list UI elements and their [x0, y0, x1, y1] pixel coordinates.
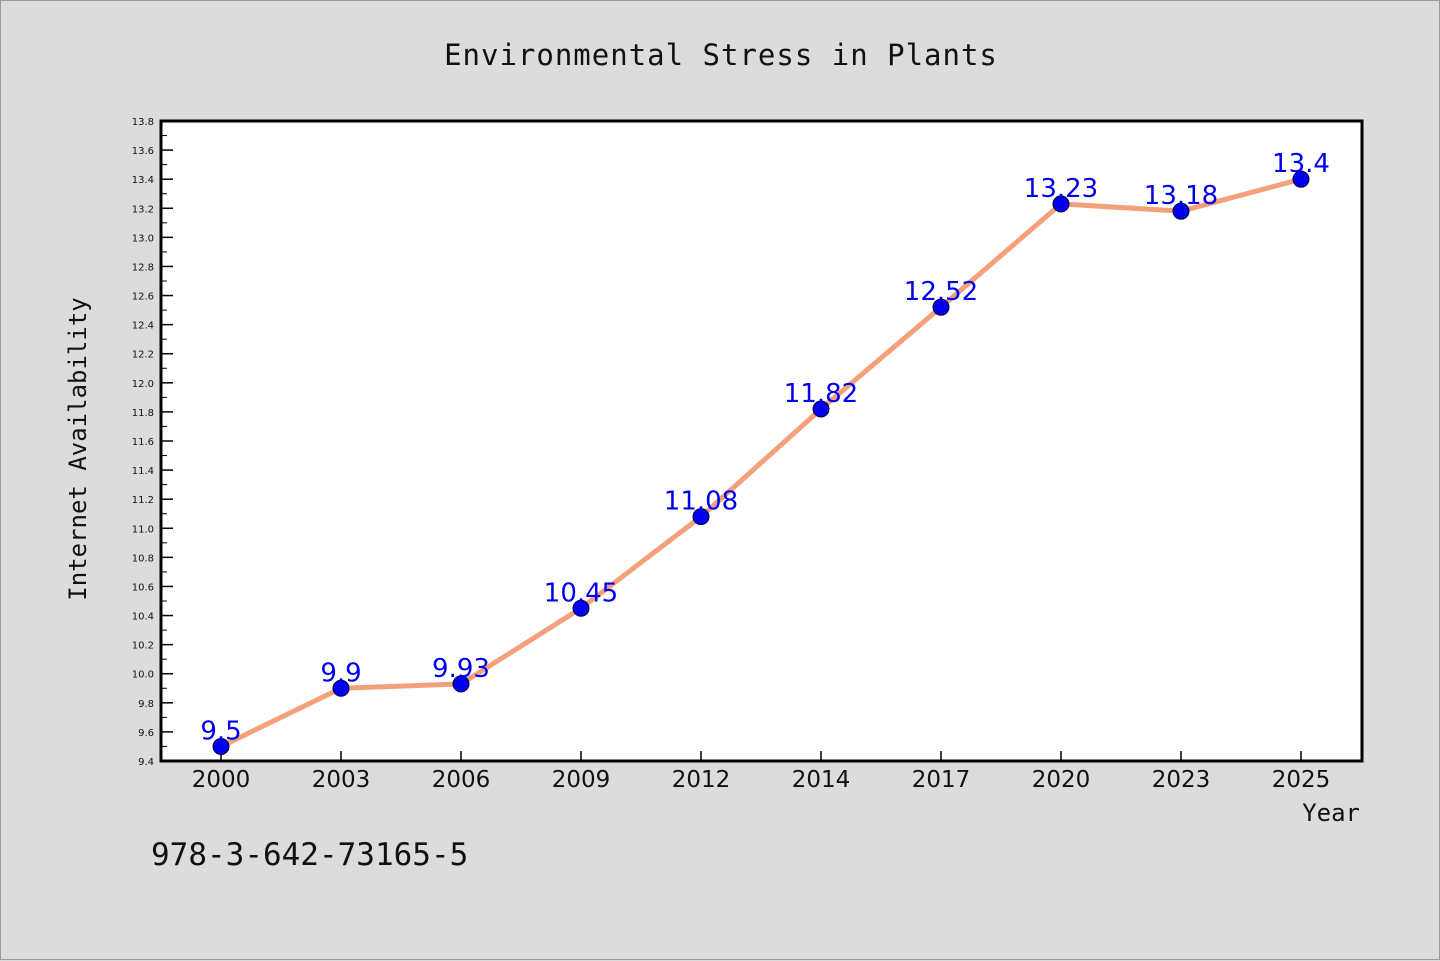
- data-point: [212, 737, 230, 755]
- y-tick-label: 11.8: [132, 408, 154, 419]
- data-label: 11.82: [784, 379, 858, 409]
- x-axis: 2000 2003 2006 2009 2012 2014 2017 2020 2023 2025: [192, 751, 1331, 793]
- y-tick-label: 10.8: [132, 553, 154, 564]
- x-tick-label: 2020: [1032, 767, 1091, 793]
- y-tick-label: 9.8: [138, 699, 154, 710]
- x-tick-label: 2012: [672, 767, 731, 793]
- x-tick-label: 2017: [912, 767, 971, 793]
- data-point: [692, 508, 710, 526]
- y-tick-label: 13.8: [132, 117, 154, 128]
- x-tick-label: 2014: [792, 767, 851, 793]
- data-label: 11.08: [664, 487, 738, 517]
- data-label: 13.4: [1272, 149, 1330, 179]
- data-point: [1052, 195, 1070, 213]
- y-tick-label: 9.4: [138, 757, 154, 768]
- y-tick-label: 11.2: [132, 495, 154, 506]
- data-label: 10.45: [544, 578, 618, 608]
- y-axis: 9.4 9.6 9.8 10.0 10.2 10.4 10.6 10.8 11.0 11.2 11.…: [132, 117, 173, 768]
- x-axis-label: Year: [1302, 799, 1360, 827]
- y-tick-label: 10.0: [132, 670, 154, 681]
- y-tick-label: 11.6: [132, 437, 154, 448]
- x-tick-label: 2025: [1272, 767, 1331, 793]
- series-0: 9.5 9.9 9.93 10.45 11.08 11.82 12.52 13.23 13.18…: [200, 149, 1330, 755]
- x-tick-label: 2006: [432, 767, 491, 793]
- data-label: 12.52: [904, 277, 978, 307]
- series-line: [218, 176, 1304, 749]
- data-point: [572, 599, 590, 617]
- data-point: [932, 298, 950, 316]
- x-tick-label: 2009: [552, 767, 611, 793]
- y-tick-label: 10.6: [132, 582, 154, 593]
- y-tick-label: 13.2: [132, 204, 154, 215]
- data-point: [1292, 170, 1310, 188]
- y-tick-label: 11.4: [132, 466, 154, 477]
- y-tick-label: 13.6: [132, 146, 154, 157]
- footer-code: 978-3-642-73165-5: [151, 837, 468, 873]
- y-tick-label: 12.0: [132, 379, 154, 390]
- y-tick-label: 11.0: [132, 524, 154, 535]
- plot-area: [159, 119, 1364, 763]
- data-point: [452, 675, 470, 693]
- y-tick-label: 13.4: [132, 175, 154, 186]
- y-tick-label: 12.8: [132, 262, 154, 273]
- data-label: 13.23: [1024, 174, 1098, 204]
- y-tick-label: 10.4: [132, 612, 154, 623]
- data-point: [1172, 202, 1190, 220]
- data-point: [332, 679, 350, 697]
- y-tick-label: 10.2: [132, 641, 154, 652]
- data-label: 9.93: [432, 654, 490, 684]
- y-tick-label: 9.6: [138, 728, 154, 739]
- data-label: 9.5: [200, 716, 241, 746]
- x-tick-label: 2023: [1152, 767, 1211, 793]
- chart-title: Environmental Stress in Plants: [444, 38, 998, 72]
- y-tick-label: 13.0: [132, 233, 154, 244]
- x-tick-label: 2003: [312, 767, 371, 793]
- data-label: 13.18: [1144, 181, 1218, 211]
- y-tick-label: 12.2: [132, 350, 154, 361]
- data-point: [812, 400, 830, 418]
- y-tick-label: 12.4: [132, 321, 154, 332]
- data-label: 9.9: [320, 658, 361, 688]
- y-tick-label: 12.6: [132, 292, 154, 303]
- x-tick-label: 2000: [192, 767, 251, 793]
- y-axis-label: Internet Availability: [64, 297, 92, 600]
